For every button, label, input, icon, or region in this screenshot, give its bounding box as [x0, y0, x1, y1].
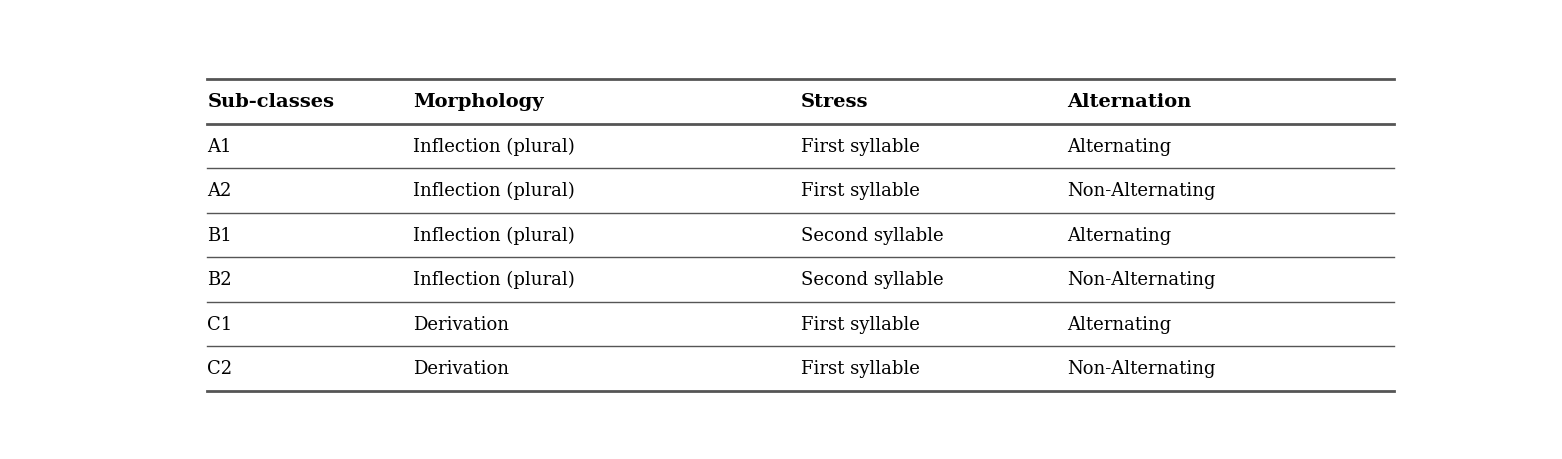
Text: Inflection (plural): Inflection (plural) — [412, 182, 575, 200]
Text: Second syllable: Second syllable — [800, 271, 943, 289]
Text: C1: C1 — [208, 315, 233, 333]
Text: Inflection (plural): Inflection (plural) — [412, 226, 575, 245]
Text: Inflection (plural): Inflection (plural) — [412, 271, 575, 289]
Text: A1: A1 — [208, 138, 231, 156]
Text: C2: C2 — [208, 360, 233, 378]
Text: Second syllable: Second syllable — [800, 226, 943, 244]
Text: First syllable: First syllable — [800, 138, 920, 156]
Text: First syllable: First syllable — [800, 360, 920, 378]
Text: First syllable: First syllable — [800, 182, 920, 200]
Text: Alternating: Alternating — [1067, 315, 1172, 333]
Text: Stress: Stress — [800, 93, 868, 111]
Text: Non-Alternating: Non-Alternating — [1067, 271, 1215, 289]
Text: A2: A2 — [208, 182, 231, 200]
Text: Morphology: Morphology — [412, 93, 544, 111]
Text: Derivation: Derivation — [412, 360, 509, 378]
Text: Inflection (plural): Inflection (plural) — [412, 137, 575, 156]
Text: B2: B2 — [208, 271, 233, 289]
Text: Alternation: Alternation — [1067, 93, 1192, 111]
Text: Alternating: Alternating — [1067, 226, 1172, 244]
Text: First syllable: First syllable — [800, 315, 920, 333]
Text: Alternating: Alternating — [1067, 138, 1172, 156]
Text: Non-Alternating: Non-Alternating — [1067, 360, 1215, 378]
Text: B1: B1 — [208, 226, 233, 244]
Text: Derivation: Derivation — [412, 315, 509, 333]
Text: Sub-classes: Sub-classes — [208, 93, 334, 111]
Text: Non-Alternating: Non-Alternating — [1067, 182, 1215, 200]
